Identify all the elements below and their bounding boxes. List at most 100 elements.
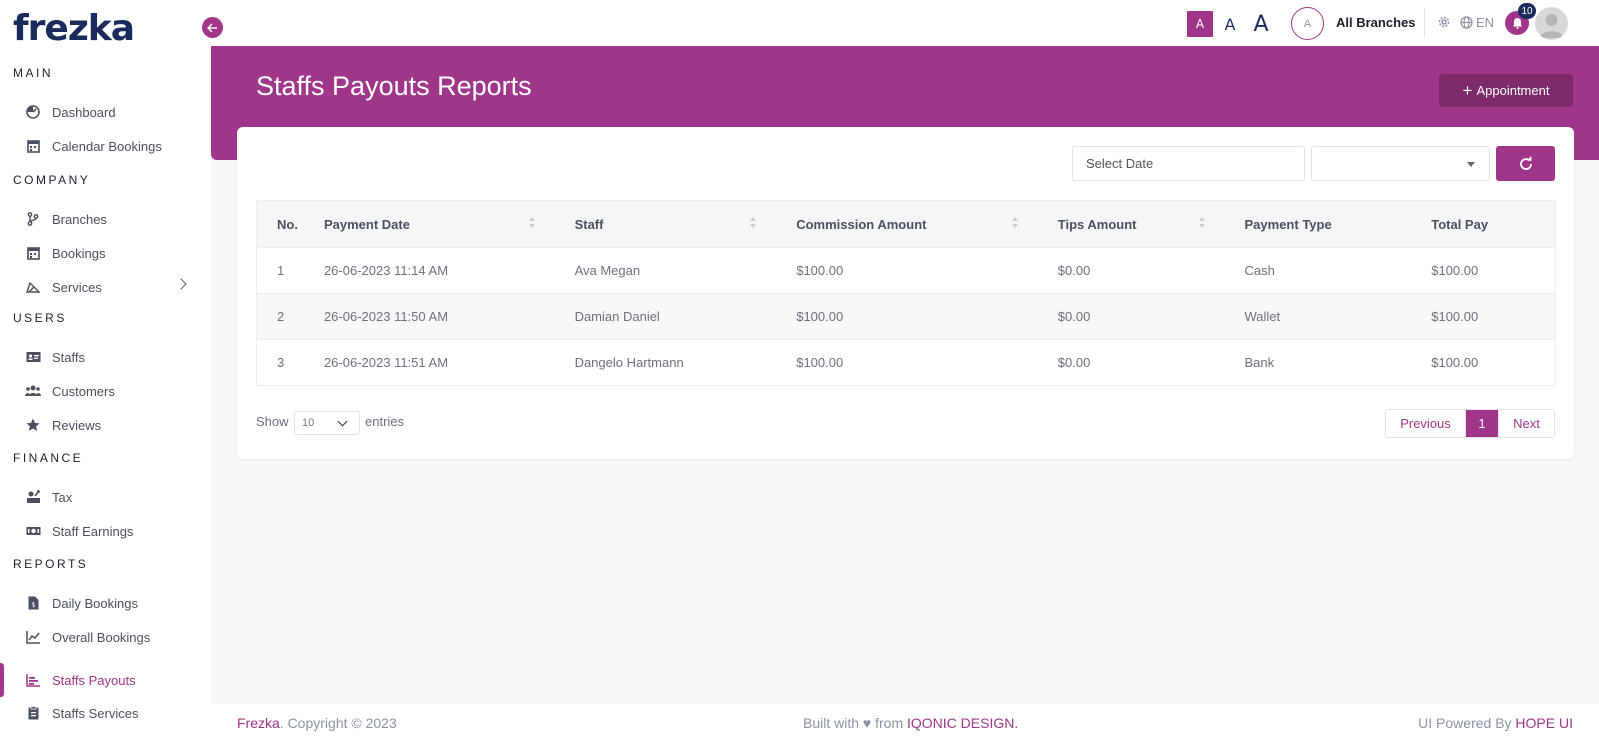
table-cell: $0.00 bbox=[1057, 309, 1091, 324]
money-icon bbox=[25, 524, 41, 538]
section-title-reports: REPORTS bbox=[13, 557, 89, 571]
sidebar-item-daily-bookings[interactable]: $ Daily Bookings bbox=[0, 588, 211, 618]
add-appointment-button[interactable]: + Appointment bbox=[1439, 74, 1573, 107]
section-title-finance: FINANCE bbox=[13, 451, 84, 465]
plus-icon: + bbox=[1462, 81, 1473, 100]
table-cell: Wallet bbox=[1244, 309, 1281, 324]
chevron-right-icon[interactable] bbox=[175, 278, 187, 290]
sidebar-item-label: Staff Earnings bbox=[52, 523, 134, 539]
language-selector[interactable]: EN bbox=[1460, 15, 1494, 30]
staff-filter-select[interactable] bbox=[1311, 146, 1490, 181]
sidebar-item-label: Dashboard bbox=[52, 104, 116, 120]
sidebar-item-label: Bookings bbox=[52, 245, 106, 261]
sort-icon bbox=[1198, 217, 1205, 231]
tax-icon bbox=[25, 490, 41, 504]
sidebar-item-label: Calendar Bookings bbox=[52, 138, 162, 154]
sidebar-item-branches[interactable]: Branches bbox=[0, 204, 211, 234]
notification-button[interactable] bbox=[1505, 11, 1529, 35]
column-header-label: Staff bbox=[574, 216, 604, 232]
entries-per-page-select[interactable]: 10 bbox=[294, 411, 360, 435]
column-header-label: Payment Date bbox=[323, 216, 410, 232]
refresh-button[interactable] bbox=[1496, 146, 1555, 181]
sidebar-item-reviews[interactable]: Reviews bbox=[0, 410, 211, 440]
sidebar-item-staffs-payouts[interactable]: Staffs Payouts bbox=[0, 665, 211, 695]
sidebar-item-overall-bookings[interactable]: Overall Bookings bbox=[0, 622, 211, 652]
sidebar-item-staffs[interactable]: Staffs bbox=[0, 342, 211, 372]
table-header: No. Payment Date Staff Commission Amount… bbox=[257, 201, 1555, 247]
payouts-table: No. Payment Date Staff Commission Amount… bbox=[256, 200, 1556, 386]
column-header-commission[interactable]: Commission Amount bbox=[776, 201, 1038, 247]
sidebar-item-staffs-services[interactable]: Staffs Services bbox=[0, 698, 211, 728]
footer-iqonic-link[interactable]: IQONIC DESIGN. bbox=[907, 715, 1019, 731]
footer-hope-link[interactable]: HOPE UI bbox=[1515, 715, 1573, 731]
sidebar-item-label: Reviews bbox=[52, 417, 102, 433]
sidebar-item-staff-earnings[interactable]: Staff Earnings bbox=[0, 516, 211, 546]
column-header-payment-date[interactable]: Payment Date bbox=[304, 201, 555, 247]
footer-brand-link[interactable]: Frezka bbox=[237, 715, 280, 731]
table-cell: 2 bbox=[277, 309, 285, 324]
sidebar-item-label: Customers bbox=[52, 383, 115, 399]
notification-count-badge: 10 bbox=[1518, 3, 1536, 19]
table-cell: Dangelo Hartmann bbox=[574, 355, 684, 370]
logo[interactable]: frezka bbox=[13, 8, 135, 49]
section-title-company: COMPANY bbox=[13, 173, 91, 187]
sidebar-item-dashboard[interactable]: Dashboard bbox=[0, 97, 211, 127]
header-divider bbox=[1424, 8, 1425, 38]
user-avatar[interactable] bbox=[1535, 7, 1568, 40]
sidebar-item-tax[interactable]: Tax bbox=[0, 482, 211, 512]
sidebar-item-label: Staffs Services bbox=[52, 705, 139, 721]
sidebar-item-label: Tax bbox=[52, 489, 73, 505]
column-header-label: Tips Amount bbox=[1057, 216, 1137, 232]
font-size-small-button[interactable]: A bbox=[1187, 11, 1213, 37]
previous-page-button[interactable]: Previous bbox=[1386, 410, 1466, 437]
table-cell: 26-06-2023 11:51 AM bbox=[323, 355, 449, 370]
table-cell: $0.00 bbox=[1057, 355, 1091, 370]
table-row: 1 26-06-2023 11:14 AM Ava Megan $100.00 … bbox=[257, 247, 1555, 293]
show-label: Show bbox=[256, 414, 289, 429]
table-row: 3 26-06-2023 11:51 AM Dangelo Hartmann $… bbox=[257, 339, 1555, 385]
section-title-main: MAIN bbox=[13, 66, 53, 80]
globe-icon bbox=[1460, 16, 1473, 29]
table-cell: $100.00 bbox=[796, 309, 844, 324]
branch-avatar[interactable]: A bbox=[1291, 7, 1324, 40]
bell-icon bbox=[1512, 18, 1522, 29]
table-cell: Damian Daniel bbox=[574, 309, 660, 324]
sort-icon bbox=[750, 217, 757, 231]
sidebar-item-label: Branches bbox=[52, 211, 107, 227]
branch-icon bbox=[25, 212, 41, 226]
sort-icon bbox=[1011, 217, 1018, 231]
id-card-icon bbox=[25, 350, 41, 364]
table-cell: $100.00 bbox=[1431, 309, 1479, 324]
top-header bbox=[211, 0, 1599, 46]
page-1-button[interactable]: 1 bbox=[1466, 410, 1498, 437]
sidebar-item-label: Services bbox=[52, 279, 102, 295]
font-size-large-button[interactable]: A bbox=[1253, 11, 1269, 37]
column-header-total-pay: Total Pay bbox=[1431, 216, 1489, 232]
dashboard-icon bbox=[25, 105, 41, 119]
column-header-tips[interactable]: Tips Amount bbox=[1038, 201, 1225, 247]
column-header-no: No. bbox=[277, 216, 298, 232]
arrow-left-icon bbox=[207, 23, 217, 32]
table-cell: 1 bbox=[277, 263, 285, 278]
star-icon bbox=[25, 418, 41, 432]
table-cell: Cash bbox=[1244, 263, 1275, 278]
next-page-button[interactable]: Next bbox=[1498, 410, 1554, 437]
table-cell: Bank bbox=[1244, 355, 1275, 370]
date-filter-input[interactable]: Select Date bbox=[1072, 146, 1305, 181]
table-cell: 26-06-2023 11:50 AM bbox=[323, 309, 449, 324]
footer-built-with-text: Built with ♥ from bbox=[803, 715, 908, 731]
footer: Frezka. Copyright © 2023 Built with ♥ fr… bbox=[211, 704, 1599, 736]
column-header-label: Commission Amount bbox=[796, 216, 927, 232]
font-size-medium-button[interactable]: A bbox=[1224, 14, 1236, 34]
sidebar-item-label: Staffs bbox=[52, 349, 86, 365]
gear-icon[interactable] bbox=[1436, 14, 1452, 30]
column-header-staff[interactable]: Staff bbox=[555, 201, 777, 247]
sidebar-item-services[interactable]: Services bbox=[0, 272, 211, 302]
sidebar-item-calendar-bookings[interactable]: Calendar Bookings bbox=[0, 131, 211, 161]
sidebar-item-customers[interactable]: Customers bbox=[0, 376, 211, 406]
language-label: EN bbox=[1476, 15, 1495, 30]
footer-copyright-text: . Copyright © 2023 bbox=[279, 715, 397, 731]
collapse-sidebar-button[interactable] bbox=[202, 17, 223, 38]
branch-selector[interactable]: All Branches bbox=[1336, 15, 1416, 30]
sidebar-item-bookings[interactable]: Bookings bbox=[0, 238, 211, 268]
